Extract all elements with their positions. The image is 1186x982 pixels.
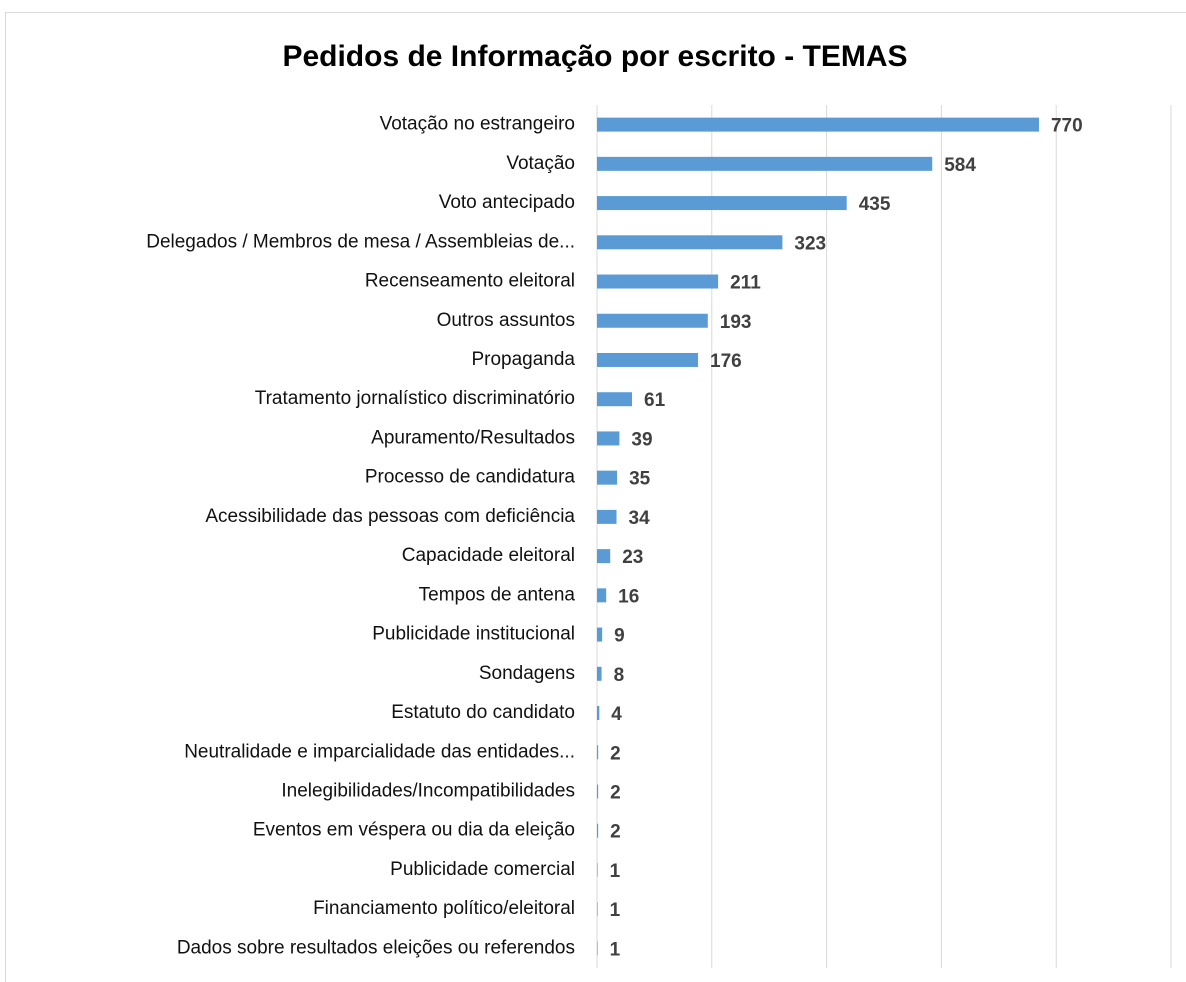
value-label: 323	[794, 233, 826, 254]
y-tick-label: Outros assuntos	[437, 310, 575, 331]
y-tick-label: Estatuto do candidato	[391, 702, 575, 723]
y-tick-label: Eventos em véspera ou dia da eleição	[253, 820, 575, 841]
value-label: 1	[610, 939, 621, 960]
y-tick-label: Votação no estrangeiro	[380, 114, 575, 135]
value-label: 8	[614, 665, 625, 686]
bar	[597, 784, 599, 799]
bar	[597, 706, 600, 721]
y-tick-label: Tempos de antena	[419, 584, 576, 605]
bar	[597, 823, 599, 838]
y-tick-label: Propaganda	[471, 349, 575, 370]
value-label: 211	[730, 273, 761, 294]
y-tick-label: Dados sobre resultados eleições ou refer…	[177, 937, 575, 958]
y-tick-label: Publicidade institucional	[372, 624, 575, 645]
y-tick-label: Processo de candidatura	[365, 467, 576, 488]
bar	[597, 862, 598, 877]
value-label: 2	[610, 822, 621, 843]
y-tick-label: Tratamento jornalístico discriminatório	[255, 388, 575, 409]
value-label: 435	[859, 194, 891, 215]
value-label: 34	[629, 508, 651, 529]
y-tick-label: Financiamento político/eleitoral	[313, 898, 575, 919]
value-label: 4	[611, 704, 622, 725]
bar	[597, 627, 603, 642]
y-tick-label: Voto antecipado	[439, 192, 575, 213]
bar	[597, 313, 708, 328]
bar	[597, 470, 618, 485]
bar	[597, 117, 1039, 132]
y-tick-label: Apuramento/Resultados	[371, 427, 575, 448]
bar	[597, 235, 783, 250]
bar	[597, 392, 633, 407]
value-label: 35	[629, 469, 651, 490]
value-label: 2	[610, 782, 621, 803]
bar	[597, 666, 602, 681]
value-label: 770	[1051, 116, 1083, 137]
y-tick-label: Neutralidade e imparcialidade das entida…	[184, 741, 575, 762]
bar	[597, 588, 607, 603]
chart-frame	[5, 12, 1186, 982]
bar	[597, 431, 620, 446]
value-label: 1	[610, 900, 621, 921]
y-tick-label: Capacidade eleitoral	[402, 545, 575, 566]
bar	[597, 745, 599, 760]
y-tick-label: Publicidade comercial	[390, 859, 575, 880]
value-label: 39	[631, 429, 652, 450]
chart-title: Pedidos de Informação por escrito - TEMA…	[282, 40, 907, 73]
y-tick-label: Delegados / Membros de mesa / Assembleia…	[146, 231, 575, 252]
bar	[597, 196, 847, 211]
y-tick-label: Recenseamento eleitoral	[365, 271, 575, 292]
bar	[597, 902, 598, 917]
value-label: 23	[622, 547, 643, 568]
value-label: 61	[644, 390, 666, 411]
value-label: 176	[710, 351, 742, 372]
y-tick-label: Inelegibilidades/Incompatibilidades	[281, 780, 575, 801]
y-tick-label: Sondagens	[479, 663, 575, 684]
bar	[597, 549, 611, 564]
bar	[597, 156, 933, 171]
bar	[597, 274, 719, 289]
y-tick-label: Acessibilidade das pessoas com deficiênc…	[205, 506, 575, 527]
value-label: 584	[944, 155, 976, 176]
value-label: 9	[614, 626, 625, 647]
y-tick-label: Votação	[506, 153, 575, 174]
value-label: 193	[720, 312, 752, 333]
value-label: 1	[610, 861, 621, 882]
value-label: 2	[610, 743, 621, 764]
bar	[597, 509, 617, 524]
bar	[597, 941, 598, 956]
value-label: 16	[618, 586, 639, 607]
bar	[597, 352, 699, 367]
